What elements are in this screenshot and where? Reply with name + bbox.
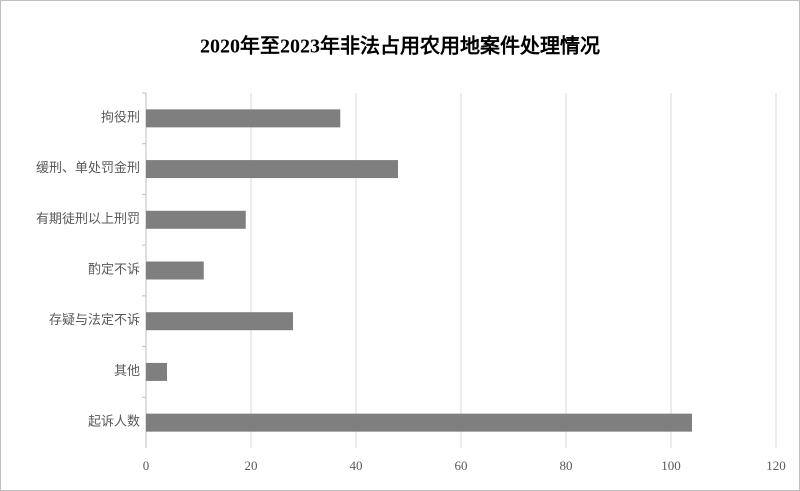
- x-tick-label: 80: [560, 458, 573, 473]
- bar: [146, 109, 341, 128]
- x-tick-label: 20: [245, 458, 258, 473]
- x-tick-label: 60: [455, 458, 468, 473]
- x-tick-label: 120: [766, 458, 786, 473]
- y-tick-label: 缓刑、单处罚金刑: [36, 160, 140, 175]
- bar: [146, 362, 167, 381]
- x-tick-label: 40: [350, 458, 363, 473]
- x-tick-label: 0: [143, 458, 150, 473]
- bar: [146, 413, 692, 432]
- bar: [146, 160, 398, 179]
- y-tick-label: 酌定不诉: [88, 261, 140, 276]
- y-tick-label: 有期徒刑以上刑罚: [36, 211, 140, 226]
- y-tick-label: 存疑与法定不诉: [49, 312, 140, 327]
- bar: [146, 312, 293, 331]
- bar: [146, 261, 204, 280]
- bar: [146, 210, 246, 229]
- y-tick-label: 其他: [114, 363, 140, 378]
- chart-title: 2020年至2023年非法占用农用地案件处理情况: [200, 34, 600, 58]
- y-tick-label: 起诉人数: [88, 414, 140, 429]
- y-tick-label: 拘役刑: [101, 109, 140, 124]
- x-tick-label: 100: [661, 458, 681, 473]
